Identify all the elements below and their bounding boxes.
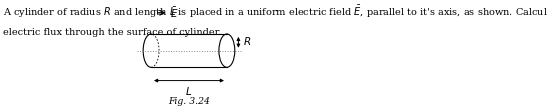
Text: Fig. 3.24: Fig. 3.24 [168, 97, 210, 106]
Text: A cylinder of radius $\it{R}$ and length $\it{L}$ is placed in a uniform electri: A cylinder of radius $\it{R}$ and length… [3, 4, 547, 20]
Text: $\bar{E}$: $\bar{E}$ [170, 6, 179, 20]
Text: $\it{R}$: $\it{R}$ [243, 35, 251, 48]
Text: $\it{L}$: $\it{L}$ [185, 85, 193, 97]
Text: electric flux through the surface of cylinder.: electric flux through the surface of cyl… [3, 28, 222, 37]
